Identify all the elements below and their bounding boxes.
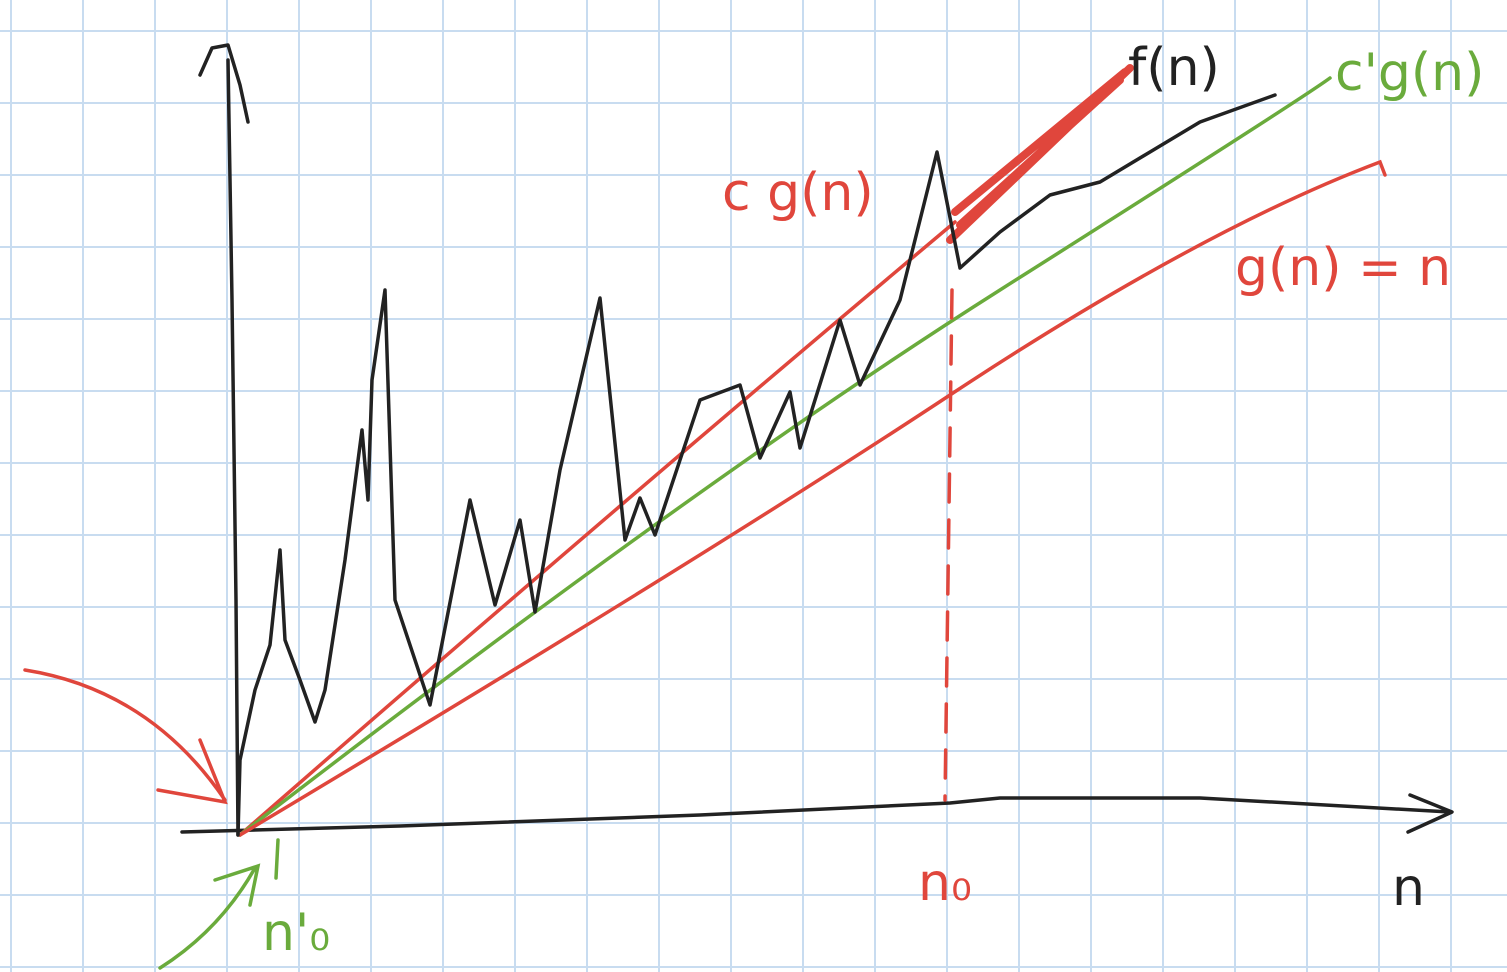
n0-dashed-line (943, 288, 954, 802)
g-label: g(n) = n (1235, 238, 1451, 298)
f-curve (236, 93, 1277, 837)
green-arrow (158, 863, 261, 970)
x-axis (180, 793, 1454, 834)
cg-label: c g(n) (722, 163, 874, 223)
red-arrow (23, 668, 228, 805)
n0-label: n₀ (918, 853, 972, 913)
c-prime-g-label: c'g(n) (1335, 43, 1484, 103)
cg-line (238, 220, 957, 837)
n0-prime-tick (274, 838, 280, 880)
n-axis-label: n (1392, 858, 1425, 918)
g-line (238, 159, 1387, 837)
c-prime-g-line (238, 76, 1332, 837)
highlight-stroke (946, 64, 1134, 244)
y-axis (198, 43, 250, 837)
f-label: f(n) (1128, 38, 1220, 98)
n0-prime-label: n'₀ (262, 903, 330, 963)
